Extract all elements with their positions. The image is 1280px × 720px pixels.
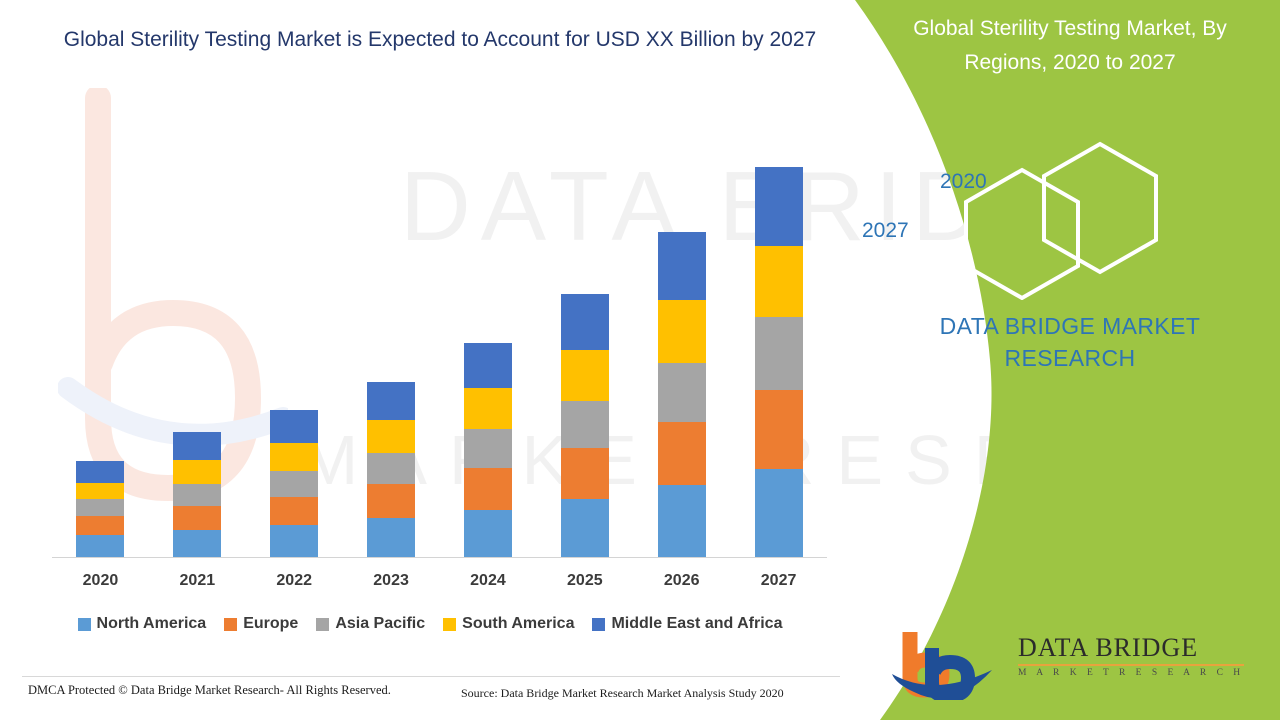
bar-segment-2025-s0: [560, 499, 609, 558]
bar-2020: [76, 461, 125, 558]
bar-segment-2026-s3: [657, 300, 706, 363]
bar-segment-2020-s1: [76, 515, 125, 536]
chart-panel: Global Sterility Testing Market is Expec…: [0, 28, 860, 633]
bar-2024: [463, 342, 512, 558]
legend-item-2[interactable]: Asia Pacific: [316, 615, 425, 633]
hexagon-2020-shape: [1042, 141, 1158, 275]
bar-segment-2026-s4: [657, 231, 706, 301]
bar-segment-2027-s4: [754, 166, 803, 246]
legend-label: North America: [96, 615, 207, 632]
bar-segment-2024-s4: [463, 342, 512, 389]
bar-segment-2021-s0: [173, 529, 222, 558]
hexagon-pair-icon: [964, 141, 1158, 301]
legend-label: Europe: [243, 615, 299, 632]
x-tick-2025: 2025: [567, 572, 603, 589]
bar-segment-2027-s3: [754, 245, 803, 318]
bar-segment-2021-s4: [173, 431, 222, 460]
bar-segment-2020-s2: [76, 499, 125, 516]
bar-segment-2022-s4: [270, 410, 319, 444]
legend-swatch-icon: [77, 617, 91, 631]
x-tick-2024: 2024: [470, 572, 506, 589]
x-axis-tick-labels: 2020 2021 2022 2023 2024 2025 2026 2027: [52, 572, 827, 600]
hexagon-group: [960, 140, 1280, 301]
bar-segment-2022-s2: [270, 471, 319, 497]
bar-segment-2022-s0: [270, 524, 319, 558]
legend-swatch-icon: [443, 617, 457, 631]
bar-2023: [367, 382, 416, 558]
legend-item-4[interactable]: Middle East and Africa: [592, 615, 782, 633]
bar-segment-2020-s4: [76, 461, 125, 483]
legend-swatch-icon: [224, 617, 238, 631]
bar-2021: [173, 431, 222, 558]
logo-text-block: DATA BRIDGE M A R K E T R E S E A R C H: [1018, 633, 1245, 678]
bar-segment-2024-s0: [463, 509, 512, 558]
legend-swatch-icon: [592, 617, 606, 631]
green-panel-content: Global Sterility Testing Market, By Regi…: [840, 0, 1280, 720]
x-tick-2023: 2023: [373, 572, 409, 589]
bar-segment-2021-s2: [173, 484, 222, 506]
bar-segment-2025-s3: [560, 350, 609, 402]
logo-divider: [1018, 664, 1245, 666]
x-tick-2022: 2022: [276, 572, 312, 589]
x-tick-2021: 2021: [179, 572, 216, 589]
hexagon-2027-shape: [964, 167, 1080, 301]
bar-segment-2022-s3: [270, 443, 319, 472]
hexagon-label-2020: 2020: [940, 170, 987, 193]
legend-item-0[interactable]: North America: [77, 615, 207, 633]
bar-segment-2026-s1: [657, 421, 706, 486]
bar-segment-2023-s3: [367, 420, 416, 454]
footer-dmca-notice: DMCA Protected © Data Bridge Market Rese…: [28, 683, 391, 697]
bar-segment-2022-s1: [270, 496, 319, 525]
green-panel-title: Global Sterility Testing Market, By Regi…: [913, 17, 1227, 74]
bar-segment-2027-s2: [754, 317, 803, 390]
hexagon-label-2027: 2027: [862, 219, 909, 242]
footer-source-note: Source: Data Bridge Market Research Mark…: [461, 686, 784, 700]
bar-segment-2025-s4: [560, 294, 609, 351]
bar-segment-2023-s0: [367, 518, 416, 558]
legend-item-1[interactable]: Europe: [224, 615, 298, 633]
bar-segment-2023-s2: [367, 453, 416, 485]
legend-item-3[interactable]: South America: [443, 615, 574, 633]
green-panel-shape: [855, 0, 1280, 720]
plot-area: [52, 150, 827, 558]
x-tick-2027: 2027: [760, 572, 797, 589]
x-tick-2020: 2020: [82, 572, 119, 589]
bar-segment-2026-s0: [657, 485, 706, 558]
legend-swatch-icon: [316, 617, 330, 631]
bar-segment-2021-s1: [173, 505, 222, 530]
bar-segment-2026-s2: [657, 362, 706, 422]
bar-segment-2023-s1: [367, 484, 416, 519]
logo-tagline: M A R K E T R E S E A R C H: [1018, 667, 1245, 678]
footer-divider: [22, 676, 840, 677]
bar-segment-2025-s2: [560, 401, 609, 449]
bar-2022: [270, 410, 319, 558]
bar-segment-2025-s1: [560, 448, 609, 500]
bar-segment-2024-s1: [463, 467, 512, 510]
bar-segment-2027-s0: [754, 468, 803, 558]
legend-label: South America: [462, 615, 575, 632]
bar-segment-2020-s0: [76, 535, 125, 558]
chart-legend: North America Europe Asia Pacific South Ame…: [0, 615, 860, 633]
x-tick-2026: 2026: [663, 572, 700, 589]
bar-segment-2024-s3: [463, 388, 512, 430]
data-bridge-logo-icon: [892, 632, 992, 700]
bar-segment-2024-s2: [463, 429, 512, 468]
green-side-panel: Global Sterility Testing Market, By Regi…: [840, 0, 1280, 720]
legend-label: Middle East and Africa: [611, 615, 783, 632]
legend-label: Asia Pacific: [335, 615, 426, 632]
bar-segment-2021-s3: [173, 459, 222, 485]
x-axis-baseline: [52, 557, 827, 558]
bar-segment-2027-s1: [754, 389, 803, 469]
logo-name: DATA BRIDGE: [1018, 633, 1199, 662]
bar-2025: [560, 294, 609, 558]
chart-title: Global Sterility Testing Market is Expec…: [63, 28, 817, 51]
green-panel-brand-name: DATA BRIDGE MARKET RESEARCH: [939, 313, 1201, 371]
bar-2027: [754, 166, 803, 558]
bar-segment-2020-s3: [76, 482, 125, 500]
bar-2026: [657, 231, 706, 558]
bar-segment-2023-s4: [367, 382, 416, 421]
